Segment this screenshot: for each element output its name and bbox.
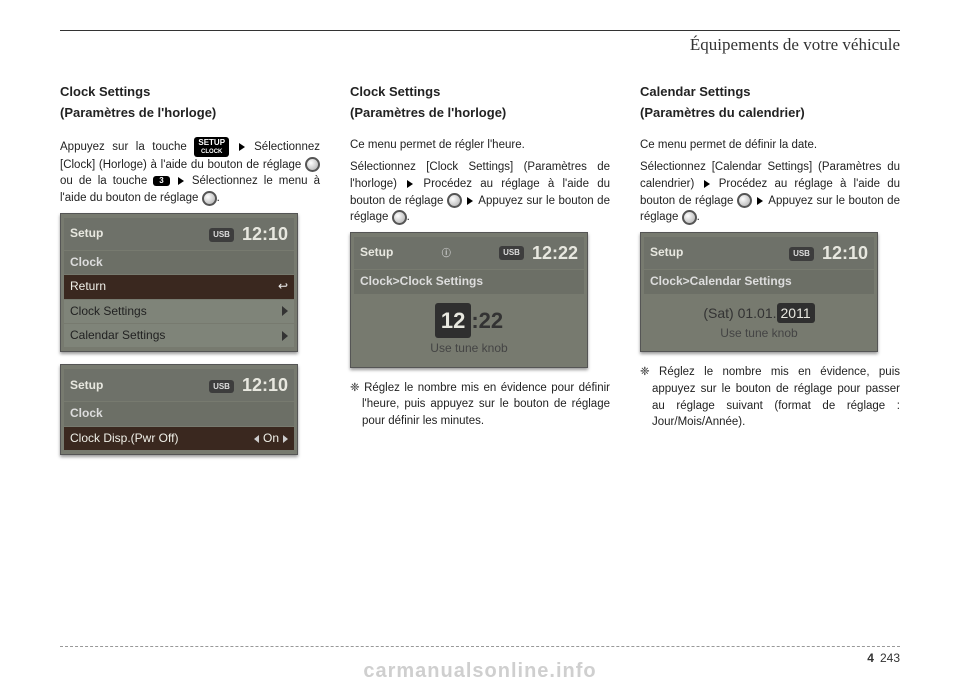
screenshot-clock-disp: Setup USB 12:10 Clock Clock Disp.(Pwr Of… bbox=[60, 364, 298, 455]
button-3-icon: 3 bbox=[153, 176, 169, 186]
screen-setup-label: Setup bbox=[70, 225, 103, 242]
col2-title: Clock Settings bbox=[350, 83, 610, 102]
screenshot-clock-settings: Setup ⓘ USB 12:22 Clock>Clock Settings 1… bbox=[350, 232, 588, 368]
col2-p2: Sélectionnez [Clock Settings] (Paramètre… bbox=[350, 159, 610, 226]
arrow-icon bbox=[407, 180, 413, 188]
screen-time: 12:10 bbox=[242, 372, 288, 398]
knob-icon bbox=[682, 210, 697, 225]
toggle-text: On bbox=[263, 430, 279, 447]
page-number: 243 bbox=[880, 651, 900, 665]
arrow-icon bbox=[704, 180, 710, 188]
columns: Clock Settings (Paramètres de l'horloge)… bbox=[60, 83, 900, 467]
date-editor: (Sat) 01.01.2011 bbox=[644, 295, 874, 325]
arrow-icon bbox=[239, 143, 245, 151]
use-knob-hint: Use tune knob bbox=[644, 325, 874, 348]
screen-header: Clock>Calendar Settings bbox=[644, 270, 874, 293]
screen-header-text: Clock bbox=[70, 254, 103, 271]
row-label: Calendar Settings bbox=[70, 327, 165, 344]
header-rule bbox=[60, 30, 900, 31]
col3-subtitle: (Paramètres du calendrier) bbox=[640, 104, 900, 123]
row-label: Clock Settings bbox=[70, 303, 147, 320]
setup-label: SETUP bbox=[198, 138, 225, 147]
return-icon: ↩ bbox=[278, 278, 288, 295]
screen-time: 12:10 bbox=[242, 221, 288, 247]
col2-subtitle: (Paramètres de l'horloge) bbox=[350, 104, 610, 123]
info-icon: ⓘ bbox=[442, 248, 451, 258]
usb-icon: USB bbox=[209, 228, 234, 242]
chevron-right-icon bbox=[282, 306, 288, 316]
screen-setup-label: Setup bbox=[360, 244, 393, 261]
arrow-icon bbox=[467, 197, 473, 205]
col1-text-3: ou de la touche bbox=[60, 175, 153, 187]
screen-topbar: Setup USB 12:10 bbox=[644, 237, 874, 269]
screen-row-clock-disp: Clock Disp.(Pwr Off) On bbox=[64, 427, 294, 450]
arrow-icon bbox=[757, 197, 763, 205]
usb-icon: USB bbox=[789, 247, 814, 261]
screen-setup-label: Setup bbox=[650, 244, 683, 261]
year-highlight: 2011 bbox=[777, 303, 815, 323]
col1-text-1: Appuyez sur la touche bbox=[60, 141, 194, 153]
col2-note: ❈ Réglez le nombre mis en évidence pour … bbox=[350, 380, 610, 430]
knob-icon bbox=[447, 193, 462, 208]
knob-icon bbox=[305, 157, 320, 172]
return-label: Return bbox=[70, 278, 106, 295]
screen-header: Clock>Clock Settings bbox=[354, 270, 584, 293]
clock-label: CLOCK bbox=[201, 149, 222, 155]
screen-header-text: Clock>Calendar Settings bbox=[650, 273, 792, 290]
screen-topbar: Setup ⓘ USB 12:22 bbox=[354, 237, 584, 269]
screen-time: 12:22 bbox=[532, 240, 578, 266]
screen-setup-label: Setup bbox=[70, 377, 103, 394]
column-1: Clock Settings (Paramètres de l'horloge)… bbox=[60, 83, 320, 467]
date-prefix: (Sat) 01.01. bbox=[703, 305, 776, 321]
col1-para: Appuyez sur la touche SETUP CLOCK Sélect… bbox=[60, 137, 320, 207]
screen-row-clock-settings: Clock Settings bbox=[64, 300, 294, 323]
usb-icon: USB bbox=[209, 380, 234, 394]
screen-header: Clock bbox=[64, 402, 294, 425]
screen-topbar: Setup USB 12:10 bbox=[64, 369, 294, 401]
screenshot-calendar-settings: Setup USB 12:10 Clock>Calendar Settings … bbox=[640, 232, 878, 352]
row-label: Clock Disp.(Pwr Off) bbox=[70, 430, 178, 447]
col3-title: Calendar Settings bbox=[640, 83, 900, 102]
screen-header-text: Clock>Clock Settings bbox=[360, 273, 483, 290]
screen-row-calendar-settings: Calendar Settings bbox=[64, 324, 294, 347]
screen-time: 12:10 bbox=[822, 240, 868, 266]
knob-icon bbox=[737, 193, 752, 208]
col3-p1: Ce menu permet de définir la date. bbox=[640, 137, 900, 154]
header-title: Équipements de votre véhicule bbox=[60, 35, 900, 55]
screen-row-return: Return ↩ bbox=[64, 275, 294, 298]
knob-icon bbox=[202, 191, 217, 206]
setup-clock-button-icon: SETUP CLOCK bbox=[194, 137, 229, 157]
minutes: :22 bbox=[471, 308, 503, 333]
footer: 4 243 bbox=[60, 646, 900, 665]
screen-header-text: Clock bbox=[70, 405, 103, 422]
col3-note: ❈ Réglez le nombre mis en évidence, puis… bbox=[640, 364, 900, 431]
screenshot-clock-menu: Setup USB 12:10 Clock Return ↩ Clock Set… bbox=[60, 213, 298, 353]
column-3: Calendar Settings (Paramètres du calendr… bbox=[640, 83, 900, 467]
knob-icon bbox=[392, 210, 407, 225]
arrow-icon bbox=[178, 177, 184, 185]
col1-subtitle: (Paramètres de l'horloge) bbox=[60, 104, 320, 123]
screen-header: Clock bbox=[64, 251, 294, 274]
col3-p2: Sélectionnez [Calendar Settings] (Paramè… bbox=[640, 159, 900, 226]
chevron-right-icon bbox=[282, 331, 288, 341]
page: Équipements de votre véhicule Clock Sett… bbox=[0, 0, 960, 689]
col1-title: Clock Settings bbox=[60, 83, 320, 102]
hour-highlight: 12 bbox=[435, 303, 471, 339]
use-knob-hint: Use tune knob bbox=[354, 340, 584, 363]
triangle-left-icon bbox=[254, 435, 259, 443]
toggle-value: On bbox=[254, 430, 288, 447]
triangle-right-icon bbox=[283, 435, 288, 443]
time-editor: 12:22 bbox=[354, 295, 584, 341]
chapter-number: 4 bbox=[867, 651, 874, 665]
column-2: Clock Settings (Paramètres de l'horloge)… bbox=[350, 83, 610, 467]
screen-topbar: Setup USB 12:10 bbox=[64, 218, 294, 250]
col2-p1: Ce menu permet de régler l'heure. bbox=[350, 137, 610, 154]
usb-icon: USB bbox=[499, 246, 524, 260]
